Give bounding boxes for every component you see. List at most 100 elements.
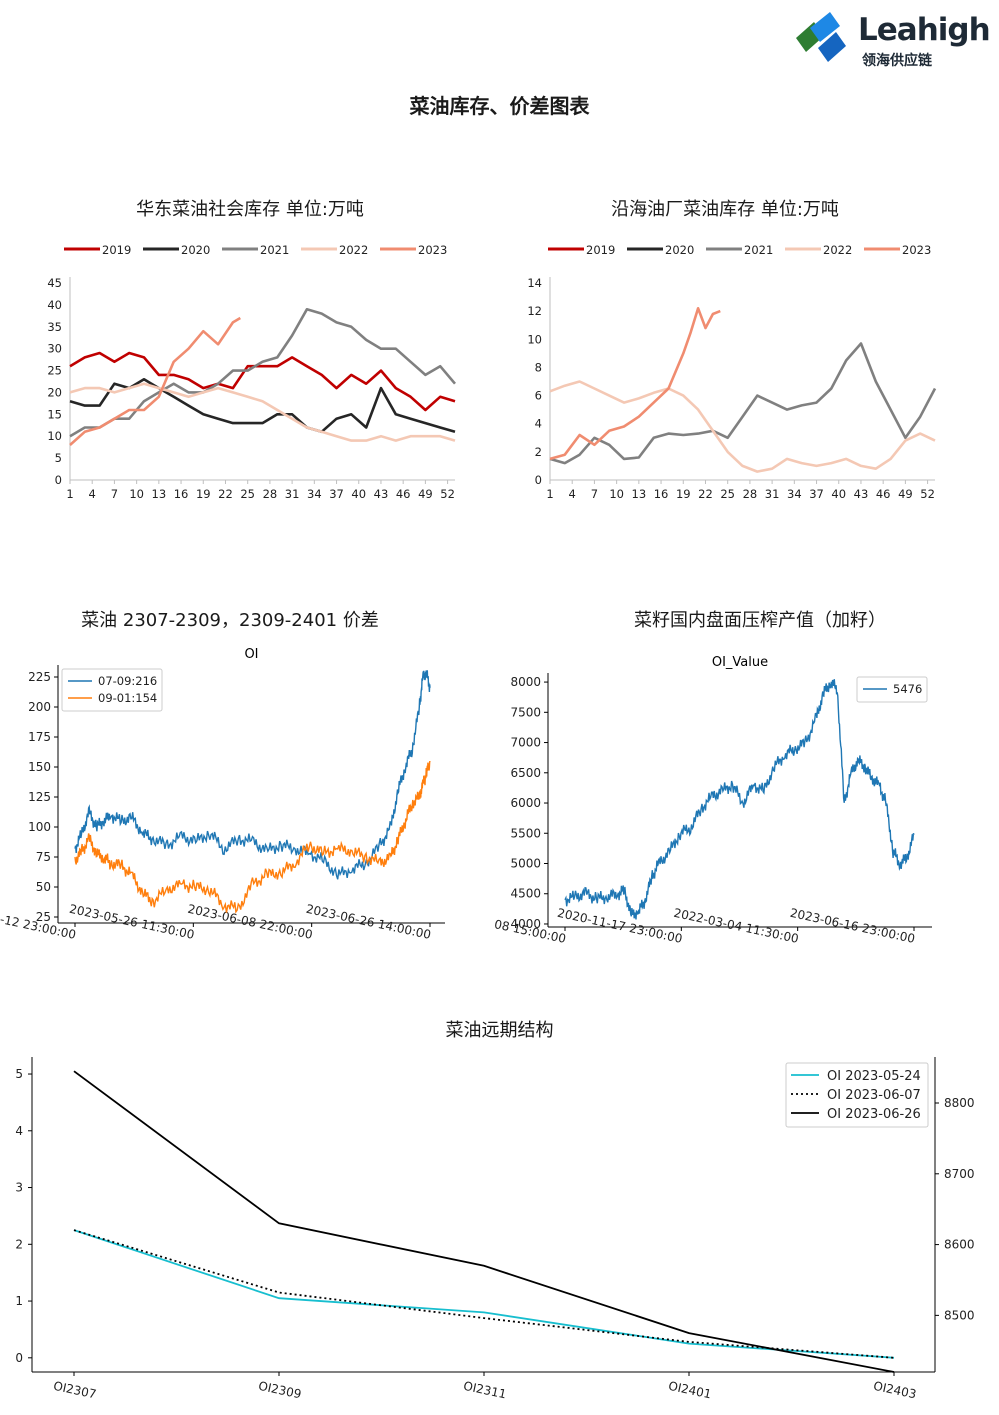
left-y-tick-label: 4 bbox=[15, 1124, 23, 1138]
legend-item-2019: 2019 bbox=[64, 243, 131, 257]
legend-box bbox=[785, 1062, 929, 1128]
x-tick-label: 16 bbox=[654, 487, 669, 501]
x-tick-label: 28 bbox=[743, 487, 758, 501]
series-line-2021 bbox=[549, 342, 937, 465]
legend-label: 2023 bbox=[418, 243, 447, 257]
x-tick-label: 37 bbox=[329, 487, 344, 501]
series-line-2022 bbox=[549, 380, 936, 473]
x-tick-label: 7 bbox=[591, 487, 598, 501]
legend-label: OI 2023-06-07 bbox=[827, 1088, 921, 1103]
series-line-OI-2023-06-26 bbox=[73, 1070, 895, 1373]
x-tick-label: OI2307 bbox=[52, 1379, 97, 1402]
brand-logo: Leahigh 领海供应链 bbox=[790, 8, 991, 69]
y-tick-label: 30 bbox=[47, 342, 62, 356]
y-tick-label: 100 bbox=[28, 820, 51, 834]
x-tick-label: 46 bbox=[876, 487, 891, 501]
x-tick-label: 7 bbox=[111, 487, 118, 501]
east-china-inventory-chart: 2019 2020 2021 2022 2023 0 5 10 15 20 25 30 35 40 45 1 4… bbox=[47, 243, 456, 501]
x-tick-label: 46 bbox=[396, 487, 411, 501]
y-tick-label: 50 bbox=[36, 880, 51, 894]
left-y-tick-label: 5 bbox=[15, 1067, 23, 1081]
legend-item-2023: 2023 bbox=[380, 243, 447, 257]
legend-item-2023: 2023 bbox=[864, 243, 931, 257]
legend-item-2021: 2021 bbox=[706, 243, 773, 257]
y-tick-label: 125 bbox=[28, 790, 51, 804]
y-tick-label: 14 bbox=[527, 276, 542, 290]
chart1-title: 华东菜油社会库存 单位:万吨 bbox=[136, 199, 364, 220]
legend-label: 2019 bbox=[586, 243, 615, 257]
series-line-5476 bbox=[564, 679, 915, 920]
y-tick-label: 0 bbox=[55, 473, 62, 487]
series-line-2023 bbox=[69, 316, 241, 446]
legend-label: 09-01:154 bbox=[98, 691, 157, 705]
legend-label: 2021 bbox=[744, 243, 773, 257]
legend-label: 2021 bbox=[260, 243, 289, 257]
x-tick-label: 34 bbox=[787, 487, 802, 501]
y-tick-label: 15 bbox=[47, 407, 62, 421]
x-tick-label: 28 bbox=[263, 487, 278, 501]
legend-label: 2019 bbox=[102, 243, 131, 257]
y-tick-label: 6 bbox=[535, 389, 542, 403]
series-line-2023 bbox=[549, 307, 721, 461]
chart-subtitle: OI_Value bbox=[712, 655, 768, 670]
right-y-tick-label: 8500 bbox=[944, 1308, 975, 1322]
y-tick-label: 25 bbox=[47, 364, 62, 378]
chart4-title: 菜籽国内盘面压榨产值（加籽） bbox=[634, 610, 886, 631]
legend-label: 2020 bbox=[665, 243, 694, 257]
x-tick-label: 31 bbox=[765, 487, 780, 501]
series-line-09-01:154 bbox=[74, 760, 431, 914]
x-tick-label: 2023-06-08 22:00:00 bbox=[186, 902, 314, 942]
brand-name: Leahigh bbox=[858, 12, 991, 48]
x-tick-label: 25 bbox=[720, 487, 735, 501]
x-tick-label: 37 bbox=[809, 487, 824, 501]
legend-label: 07-09:216 bbox=[98, 674, 157, 688]
y-tick-label: 2 bbox=[535, 445, 542, 459]
left-y-tick-label: 2 bbox=[15, 1237, 23, 1251]
x-tick-label: 2023-05-26 11:30:00 bbox=[68, 902, 196, 942]
left-y-tick-label: 0 bbox=[15, 1351, 23, 1365]
x-tick-label: 31 bbox=[285, 487, 300, 501]
legend-label: OI 2023-06-26 bbox=[827, 1107, 921, 1122]
x-tick-label: 2022-03-04 11:30:00 bbox=[672, 906, 800, 946]
legend-label: OI 2023-05-24 bbox=[827, 1069, 921, 1084]
legend-label: 2022 bbox=[823, 243, 852, 257]
x-tick-label: 13 bbox=[152, 487, 167, 501]
series-line-2021 bbox=[69, 308, 456, 438]
x-tick-label: 1 bbox=[546, 487, 553, 501]
legend-item-2020: 2020 bbox=[627, 243, 694, 257]
y-tick-label: 225 bbox=[28, 670, 51, 684]
x-tick-label: 13 bbox=[632, 487, 647, 501]
x-tick-label: 19 bbox=[196, 487, 211, 501]
series-line-07-09:216 bbox=[74, 670, 431, 880]
y-tick-label: 40 bbox=[47, 298, 62, 312]
x-tick-label: 2023-06-16 23:00:00 bbox=[789, 906, 917, 946]
y-tick-label: 10 bbox=[527, 332, 542, 346]
x-tick-label: 2023-05-12 23:00:00 bbox=[0, 902, 77, 942]
y-tick-label: 5500 bbox=[510, 826, 541, 840]
x-tick-label: 2023-06-26 14:00:00 bbox=[305, 902, 433, 942]
x-tick-label: 4 bbox=[89, 487, 96, 501]
x-tick-label: 10 bbox=[609, 487, 624, 501]
x-tick-label: 4 bbox=[569, 487, 576, 501]
y-tick-label: 6000 bbox=[510, 796, 541, 810]
y-tick-label: 35 bbox=[47, 320, 62, 334]
y-tick-label: 20 bbox=[47, 385, 62, 399]
x-tick-label: 2019-08-08 15:00:00 bbox=[495, 906, 567, 946]
y-tick-label: 5000 bbox=[510, 857, 541, 871]
chart5-title: 菜油远期结构 bbox=[445, 1020, 554, 1041]
x-tick-label: 19 bbox=[676, 487, 691, 501]
x-tick-label: 52 bbox=[920, 487, 935, 501]
y-tick-label: 7500 bbox=[510, 705, 541, 719]
x-tick-label: 16 bbox=[174, 487, 189, 501]
right-y-tick-label: 8700 bbox=[944, 1167, 975, 1181]
logo-mark-icon bbox=[796, 12, 846, 62]
legend-label: 2020 bbox=[181, 243, 210, 257]
y-tick-label: 8000 bbox=[510, 675, 541, 689]
series-line-2019 bbox=[69, 351, 456, 412]
x-tick-label: 34 bbox=[307, 487, 322, 501]
page-title: 菜油库存、价差图表 bbox=[409, 94, 590, 118]
x-tick-label: OI2401 bbox=[667, 1379, 712, 1402]
chart2-title: 沿海油厂菜油库存 单位:万吨 bbox=[611, 199, 839, 220]
y-tick-label: 25 bbox=[36, 910, 51, 924]
